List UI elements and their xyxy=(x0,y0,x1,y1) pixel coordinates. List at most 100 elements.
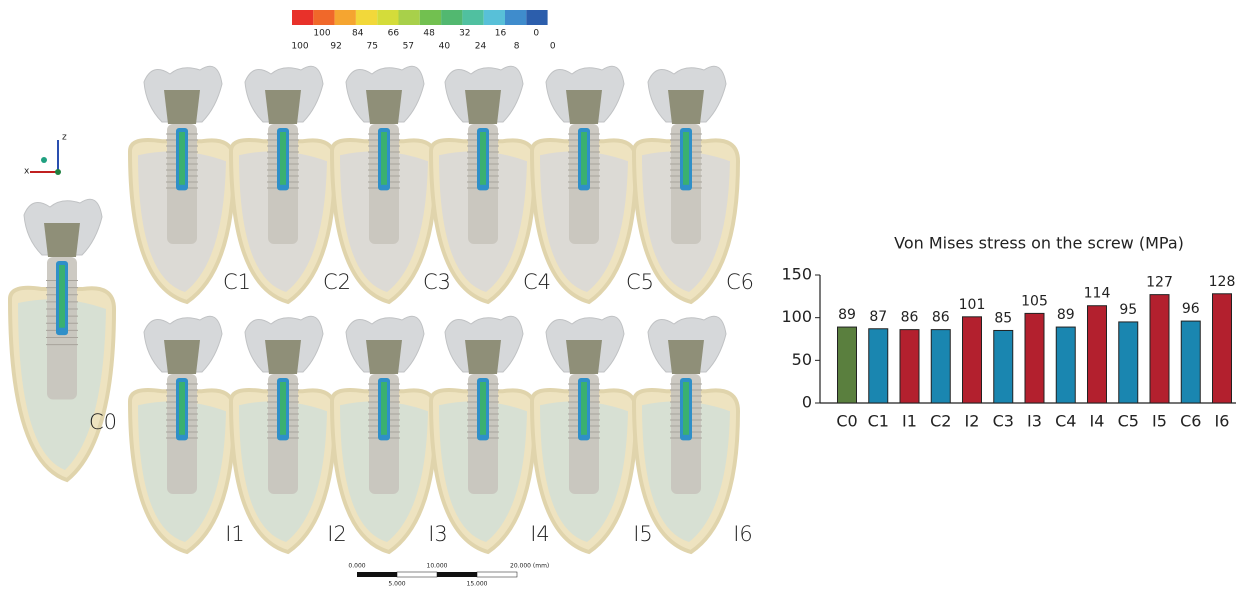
scale-value: 16 xyxy=(495,29,507,39)
tooth-model xyxy=(231,66,335,302)
abutment xyxy=(164,90,200,124)
value-label: 85 xyxy=(994,310,1012,326)
screw-core xyxy=(381,382,387,435)
abutment xyxy=(465,90,501,124)
screw-core xyxy=(381,132,387,185)
abutment xyxy=(566,90,602,124)
scale-seg xyxy=(357,572,397,577)
triad-origin xyxy=(55,169,61,175)
scale-value: 100 xyxy=(291,42,308,52)
value-label: 87 xyxy=(869,309,887,325)
screw-core xyxy=(581,382,587,435)
x-tick-label: C6 xyxy=(1180,412,1201,431)
scale-swatch xyxy=(313,10,334,25)
abutment xyxy=(465,340,501,374)
abutment xyxy=(566,340,602,374)
scale-value: 32 xyxy=(459,29,470,39)
scale-value: 0 xyxy=(550,42,556,52)
screw-core xyxy=(179,132,185,185)
x-tick-label: I2 xyxy=(965,412,980,431)
screw-core xyxy=(280,132,286,185)
panel-label: I3 xyxy=(428,522,448,546)
panel-label: C1 xyxy=(223,270,251,294)
bar xyxy=(963,317,982,403)
x-tick-label: I6 xyxy=(1215,412,1230,431)
tooth-model xyxy=(231,316,335,552)
abutment xyxy=(366,90,402,124)
scale-seg xyxy=(477,572,517,577)
scale-value: 57 xyxy=(403,42,414,52)
scale-swatch xyxy=(399,10,420,25)
screw-core xyxy=(480,132,486,185)
value-label: 95 xyxy=(1119,302,1137,318)
axes-triad: z x xyxy=(24,133,67,177)
panel-label: I1 xyxy=(225,522,245,546)
scale-seg xyxy=(437,572,477,577)
scale-value: 8 xyxy=(514,42,520,52)
value-label: 127 xyxy=(1146,275,1173,291)
scale-swatch xyxy=(420,10,441,25)
scale-swatch xyxy=(441,10,462,25)
value-label: 89 xyxy=(838,307,856,323)
value-label: 86 xyxy=(901,310,919,326)
scale-swatch xyxy=(377,10,398,25)
panel-label: I4 xyxy=(530,522,550,546)
x-tick-label: C0 xyxy=(836,412,857,431)
y-tick-label: 150 xyxy=(781,265,812,284)
scale-swatch xyxy=(356,10,377,25)
bar xyxy=(1025,313,1044,403)
bar xyxy=(1088,306,1107,403)
tooth-model xyxy=(332,316,436,552)
panel-label: C2 xyxy=(323,270,351,294)
scale-swatch xyxy=(462,10,483,25)
abutment xyxy=(265,90,301,124)
tooth-model xyxy=(431,316,535,552)
scale-value: 48 xyxy=(423,29,435,39)
value-label: 114 xyxy=(1084,286,1111,302)
bar xyxy=(1213,294,1232,403)
y-tick-label: 100 xyxy=(781,307,812,326)
bar xyxy=(1181,321,1200,403)
bar xyxy=(900,330,919,403)
bar xyxy=(1119,322,1138,403)
panel-label: C0 xyxy=(89,410,117,434)
panel-label: C6 xyxy=(726,270,754,294)
tooth-model xyxy=(10,199,114,480)
abutment xyxy=(668,90,704,124)
tooth-model xyxy=(130,316,234,552)
scale-value: 92 xyxy=(330,42,341,52)
scale-seg xyxy=(397,572,437,577)
x-tick-label: C3 xyxy=(993,412,1014,431)
triad-dot xyxy=(41,157,47,163)
chart-title: Von Mises stress on the screw (MPa) xyxy=(894,234,1184,253)
figure: 10084664832160100927557402480 z x C0C1C2… xyxy=(0,0,1243,592)
panel-label: C5 xyxy=(626,270,654,294)
value-label: 89 xyxy=(1057,307,1075,323)
tooth-model xyxy=(634,66,738,302)
bar xyxy=(1150,295,1169,403)
panel-label: C4 xyxy=(523,270,551,294)
scale-label: 20.000 (mm) xyxy=(510,563,549,570)
scale-value: 0 xyxy=(533,29,539,39)
scale-bar: 0.000 10.000 20.000 (mm) 5.000 15.000 xyxy=(348,563,549,588)
scale-label: 15.000 xyxy=(467,581,488,588)
value-label: 96 xyxy=(1182,301,1200,317)
bar xyxy=(1056,327,1075,403)
screw-core xyxy=(581,132,587,185)
panel-label: I5 xyxy=(633,522,653,546)
x-label: x xyxy=(24,167,30,177)
screw-core xyxy=(280,382,286,435)
value-label: 101 xyxy=(959,297,986,313)
screw-core xyxy=(59,265,65,328)
x-tick-label: C2 xyxy=(930,412,951,431)
abutment xyxy=(265,340,301,374)
value-label: 86 xyxy=(932,310,950,326)
x-tick-label: C5 xyxy=(1118,412,1139,431)
screw-core xyxy=(480,382,486,435)
tooth-model xyxy=(130,66,234,302)
abutment xyxy=(44,223,80,257)
scale-value: 75 xyxy=(366,42,377,52)
scale-swatch xyxy=(484,10,505,25)
screw-core xyxy=(683,132,689,185)
x-tick-label: I4 xyxy=(1090,412,1105,431)
